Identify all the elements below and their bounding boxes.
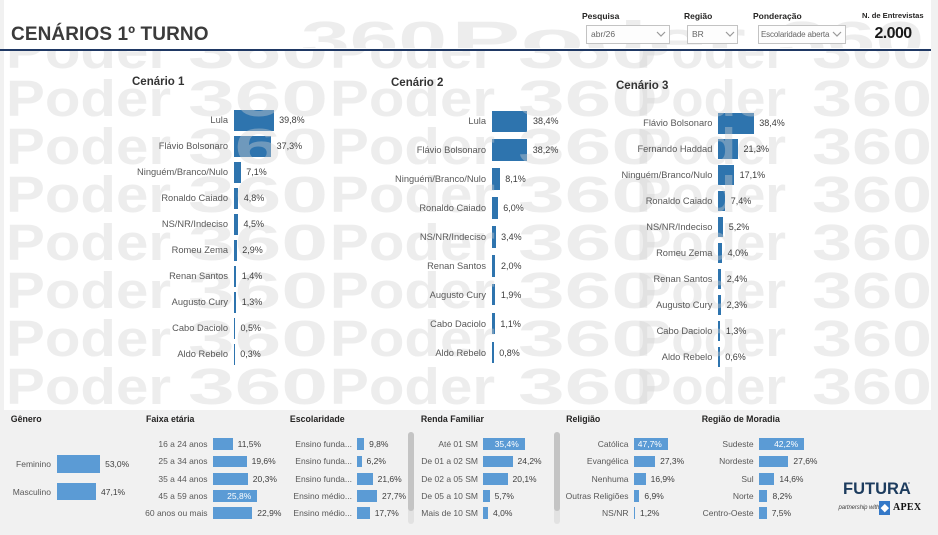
svg-text:Poder: Poder [330, 70, 495, 127]
svg-text:360: 360 [518, 214, 658, 271]
svg-text:Poder: Poder [330, 310, 495, 367]
svg-text:360: 360 [812, 262, 932, 319]
svg-text:360: 360 [188, 310, 328, 367]
svg-text:Poder: Poder [636, 70, 786, 127]
svg-text:360: 360 [188, 214, 328, 271]
svg-text:360: 360 [188, 166, 328, 223]
svg-text:360: 360 [518, 166, 658, 223]
svg-text:Poder: Poder [636, 358, 786, 415]
svg-text:360: 360 [188, 262, 328, 319]
svg-text:Poder: Poder [330, 262, 495, 319]
svg-text:360: 360 [188, 118, 328, 175]
svg-text:Poder: Poder [6, 262, 171, 319]
svg-text:Poder: Poder [636, 118, 786, 175]
svg-text:Poder: Poder [330, 166, 495, 223]
svg-text:Poder: Poder [330, 358, 495, 415]
svg-text:Poder: Poder [330, 214, 495, 271]
svg-text:Poder: Poder [636, 310, 786, 367]
svg-text:360: 360 [812, 358, 932, 415]
svg-text:360: 360 [188, 358, 328, 415]
svg-text:360: 360 [518, 262, 658, 319]
svg-text:360: 360 [301, 11, 447, 48]
svg-text:360: 360 [188, 70, 328, 127]
svg-text:Poder: Poder [636, 214, 786, 271]
svg-text:Poder: Poder [6, 214, 171, 271]
svg-text:Poder: Poder [636, 166, 786, 223]
svg-text:Poder: Poder [6, 118, 171, 175]
svg-text:360: 360 [812, 310, 932, 367]
svg-text:360: 360 [518, 70, 658, 127]
svg-text:Poder: Poder [330, 118, 495, 175]
svg-text:Poder: Poder [6, 310, 171, 367]
svg-text:360: 360 [812, 118, 932, 175]
svg-text:360: 360 [812, 70, 932, 127]
svg-text:Poder: Poder [636, 262, 786, 319]
svg-text:360: 360 [518, 358, 658, 415]
svg-text:360: 360 [812, 166, 932, 223]
svg-text:360: 360 [518, 118, 658, 175]
svg-text:360: 360 [812, 214, 932, 271]
svg-text:Poder: Poder [6, 70, 171, 127]
svg-text:360: 360 [518, 310, 658, 367]
svg-text:Poder: Poder [6, 358, 171, 415]
svg-text:Poder: Poder [6, 166, 171, 223]
